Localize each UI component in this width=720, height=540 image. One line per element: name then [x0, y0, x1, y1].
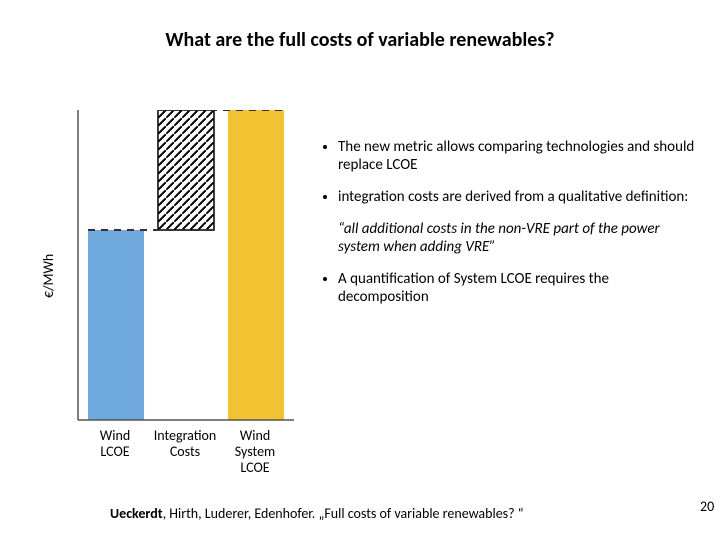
page-number: 20: [700, 498, 714, 515]
bullet-item: The new metric allows comparing technolo…: [338, 138, 700, 174]
x-label: IntegrationCosts: [150, 428, 220, 476]
x-label: WindSystemLCOE: [220, 428, 290, 476]
bullet-item: integration costs are derived from a qua…: [338, 188, 700, 206]
x-label: WindLCOE: [80, 428, 150, 476]
bar-wind-system-lcoe: [228, 110, 284, 420]
bullet-item: A quantification of System LCOE requires…: [338, 270, 700, 306]
y-axis-label: €/MWh: [40, 254, 57, 298]
quote: “all additional costs in the non-VRE par…: [338, 220, 700, 256]
bar-chart: [70, 110, 300, 430]
bar-wind-lcoe: [88, 230, 144, 420]
citation-author: Ueckerdt: [110, 505, 163, 522]
citation: Ueckerdt, Hirth, Luderer, Edenhofer. „Fu…: [110, 505, 524, 522]
page-title: What are the full costs of variable rene…: [0, 28, 720, 52]
chart-svg: [70, 110, 300, 430]
citation-rest: , Hirth, Luderer, Edenhofer. „Full costs…: [163, 505, 524, 522]
bullet-list: The new metric allows comparing technolo…: [320, 138, 700, 320]
x-axis-labels: WindLCOEIntegrationCostsWindSystemLCOE: [80, 428, 290, 476]
